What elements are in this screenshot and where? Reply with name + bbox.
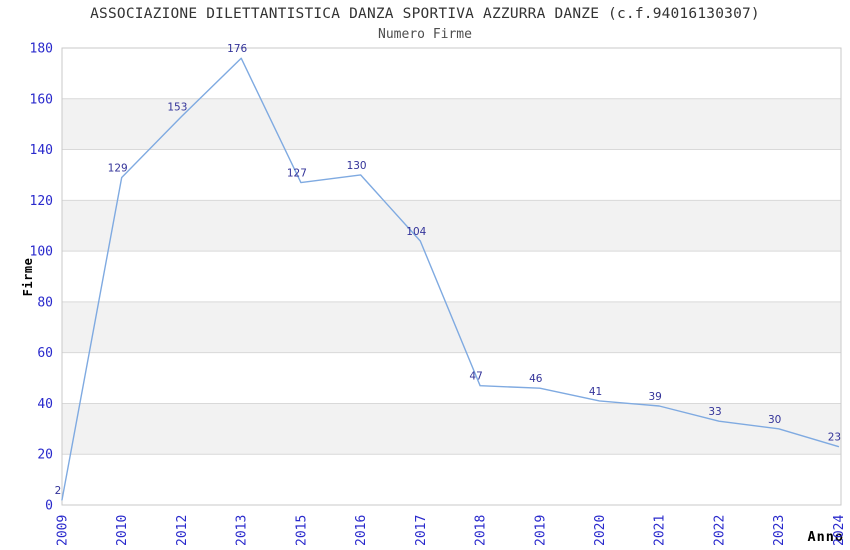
value-label: 23 [828,432,841,444]
x-tick-label: 2012 [175,515,190,546]
plot-band [62,251,841,302]
plot-band [62,149,841,201]
x-tick-label: 2023 [772,515,787,546]
value-label: 47 [469,371,482,383]
y-tick-label: 40 [37,397,53,412]
plot-band [62,454,841,505]
x-tick-label: 2024 [832,515,847,546]
chart-title: ASSOCIAZIONE DILETTANTISTICA DANZA SPORT… [90,6,760,22]
x-tick-label: 2019 [533,515,548,546]
y-tick-label: 120 [30,194,53,209]
plot-band [62,403,841,455]
value-label: 33 [708,406,721,418]
y-tick-label: 0 [45,499,53,514]
x-tick-label: 2009 [56,515,71,546]
x-tick-label: 2016 [354,515,369,546]
x-tick-label: 2018 [474,515,489,546]
x-tick-label: 2010 [115,515,130,546]
x-tick-label: 2022 [713,515,728,546]
value-label: 39 [649,391,662,403]
y-tick-label: 20 [37,448,53,463]
value-label: 127 [287,168,307,180]
value-label: 2 [55,485,62,497]
value-label: 30 [768,414,781,426]
plot-band [62,301,841,353]
y-tick-label: 140 [30,143,53,158]
x-tick-label: 2017 [414,515,429,546]
plot-band [62,48,841,99]
x-tick-label: 2013 [235,515,250,546]
plot-band [62,200,841,252]
series-line [61,57,840,501]
value-label: 104 [406,226,426,238]
plot-border [61,47,842,506]
value-label: 41 [589,386,602,398]
x-tick-label: 2021 [653,515,668,546]
y-tick-label: 180 [30,42,53,57]
x-tick-label: 2020 [593,515,608,546]
y-tick-label: 100 [30,245,53,260]
value-label: 129 [108,163,128,175]
value-label: 130 [347,160,367,172]
plot-band [62,352,841,404]
x-axis-title: Anno [807,529,844,545]
chart-subtitle: Numero Firme [378,27,472,42]
value-label: 176 [227,43,247,55]
y-tick-label: 160 [30,92,53,107]
value-label: 46 [529,373,543,385]
x-tick-label: 2015 [294,515,309,546]
y-tick-label: 60 [37,346,53,361]
y-tick-label: 80 [37,295,53,310]
value-label: 153 [167,102,187,114]
